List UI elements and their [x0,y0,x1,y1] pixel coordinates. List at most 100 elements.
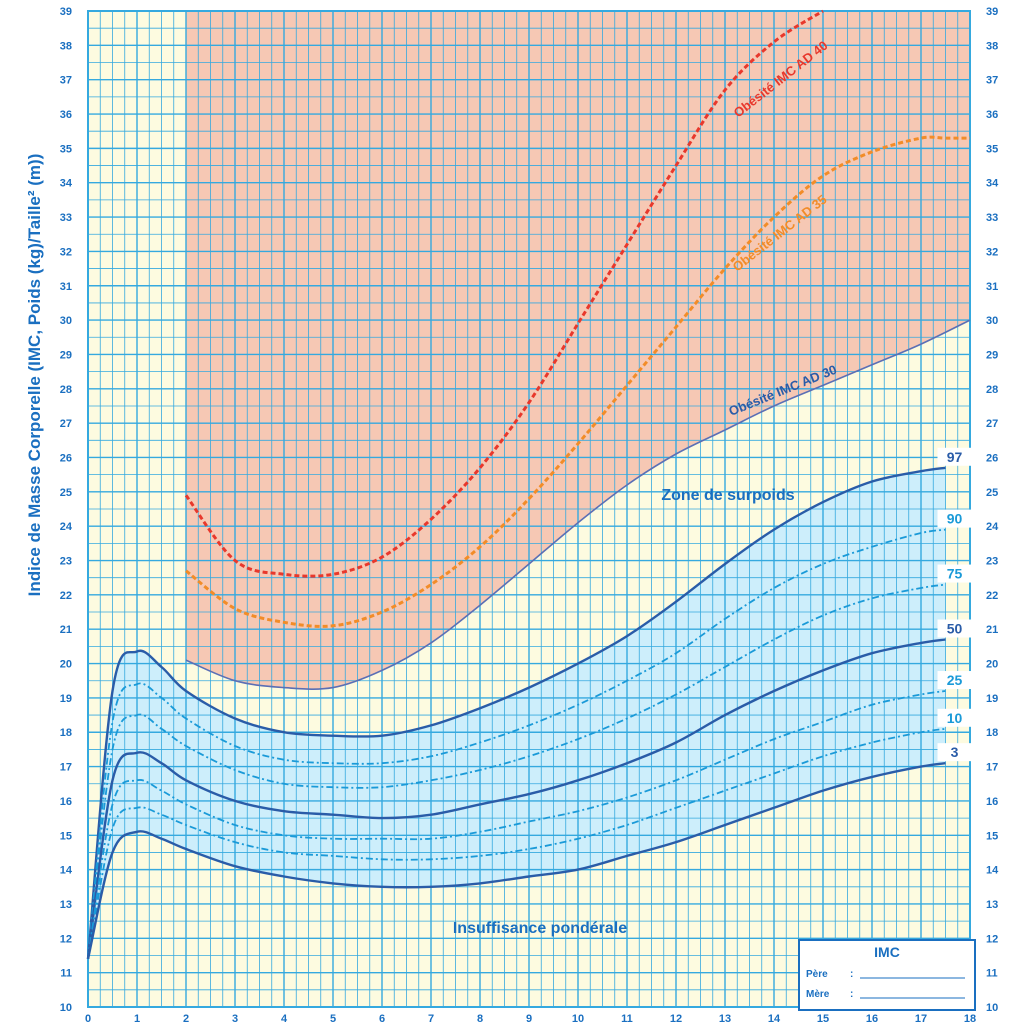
y-tick-label-right: 27 [986,418,998,430]
percentile-label-25: 25 [947,672,963,688]
y-tick-label-left: 24 [60,521,73,533]
percentile-label-10: 10 [947,710,963,726]
y-tick-label-right: 34 [986,178,999,190]
percentile-curve-97 [86,466,946,960]
grid [87,10,971,1008]
x-tick-label: 18 [964,1013,976,1024]
y-tick-label-right: 36 [986,109,998,121]
x-tick-label: 12 [670,1013,682,1024]
x-tick-label: 17 [915,1013,927,1024]
imc-legend-title: IMC [874,944,900,960]
percentile-curve-90 [87,528,946,959]
y-tick-label-left: 30 [60,315,72,327]
y-tick-label-right: 25 [986,487,998,499]
y-tick-label-right: 23 [986,556,998,568]
percentile-label-bg [937,743,972,762]
percentile-curve-10 [87,727,946,960]
y-tick-label-right: 37 [986,75,998,87]
y-tick-label-left: 29 [60,349,72,361]
percentile-curve-25 [87,690,946,960]
y-tick-label-right: 17 [986,762,998,774]
y-tick-label-left: 39 [60,6,72,18]
y-tick-label-left: 20 [60,659,72,671]
percentile-label-bg [937,447,972,466]
plot-frame [87,10,971,1008]
x-tick-label: 9 [526,1013,532,1024]
y-tick-label-right: 10 [986,1002,998,1014]
x-tick-label: 3 [232,1013,238,1024]
y-tick-label-left: 27 [60,418,72,430]
y-tick-label-right: 32 [986,246,998,258]
x-tick-label: 0 [85,1013,91,1024]
y-tick-label-left: 26 [60,452,72,464]
y-tick-label-right: 22 [986,590,998,602]
percentile-label-bg [937,564,972,583]
y-tick-label-left: 34 [60,178,73,190]
x-tick-label: 2 [183,1013,189,1024]
y-tick-label-right: 20 [986,659,998,671]
x-tick-label: 8 [477,1013,483,1024]
y-tick-label-left: 31 [60,281,72,293]
x-tick-label: 6 [379,1013,385,1024]
y-tick-label-left: 14 [60,865,73,877]
y-tick-label-left: 15 [60,830,72,842]
legend-mere-sep: : [850,989,853,1000]
y-tick-label-right: 38 [986,40,998,52]
y-tick-label-left: 17 [60,762,72,774]
y-tick-label-left: 23 [60,556,72,568]
legend-pere-label: Père [806,969,828,980]
y-tick-label-left: 37 [60,75,72,87]
percentile-label-50: 50 [947,621,963,637]
legend-pere-sep: : [850,969,853,980]
x-tick-label: 10 [572,1013,584,1024]
y-tick-label-right: 15 [986,830,998,842]
y-tick-label-left: 33 [60,212,72,224]
percentile-label-90: 90 [947,511,963,527]
x-tick-label: 15 [817,1013,829,1024]
y-tick-label-left: 13 [60,899,72,911]
percentile-label-75: 75 [947,566,963,582]
y-tick-label-left: 16 [60,796,72,808]
x-tick-label: 5 [330,1013,336,1024]
annotation-insuffisance: Insuffisance pondérale [453,920,627,937]
legend-mere-label: Mère [806,989,830,1000]
percentile-label-bg [937,619,972,638]
percentile-label-bg [937,671,972,690]
y-tick-label-left: 10 [60,1002,72,1014]
percentile-labels: 97 90 75 50 25 10 3 [937,447,972,762]
y-tick-label-right: 19 [986,693,998,705]
y-tick-label-left: 18 [60,727,72,739]
obesity-curve-35 [185,135,970,628]
y-tick-label-right: 16 [986,796,998,808]
percentile-curve-3 [86,762,946,960]
y-axis-label: Indice de Masse Corporelle (IMC, Poids (… [25,154,44,597]
imc-legend-box: IMC Père : Mère : [798,939,976,1011]
x-tick-label: 7 [428,1013,434,1024]
y-tick-label-right: 31 [986,281,998,293]
y-tick-label-left: 19 [60,693,72,705]
y-tick-label-left: 25 [60,487,72,499]
y-tick-label-left: 21 [60,624,72,636]
x-tick-label: 4 [281,1013,288,1024]
y-tick-label-right: 28 [986,384,998,396]
x-tick-label: 14 [768,1013,781,1024]
y-tick-label-left: 35 [60,143,72,155]
y-tick-label-right: 21 [986,624,998,636]
x-tick-label: 16 [866,1013,878,1024]
y-tick-label-right: 13 [986,899,998,911]
annotation-zone-surpoids: Zone de surpoids [661,487,794,504]
y-tick-label-right: 29 [986,349,998,361]
x-tick-label: 11 [621,1013,633,1024]
y-tick-label-left: 38 [60,40,72,52]
percentile-curve-50 [86,638,946,960]
y-tick-label-right: 33 [986,212,998,224]
y-tick-label-right: 30 [986,315,998,327]
y-tick-label-right: 24 [986,521,999,533]
y-tick-label-right: 18 [986,727,998,739]
y-tick-label-right: 35 [986,143,998,155]
percentile-label-3: 3 [951,744,959,760]
y-tick-label-left: 32 [60,246,72,258]
y-tick-label-right: 14 [986,865,999,877]
percentile-label-97: 97 [947,449,963,465]
